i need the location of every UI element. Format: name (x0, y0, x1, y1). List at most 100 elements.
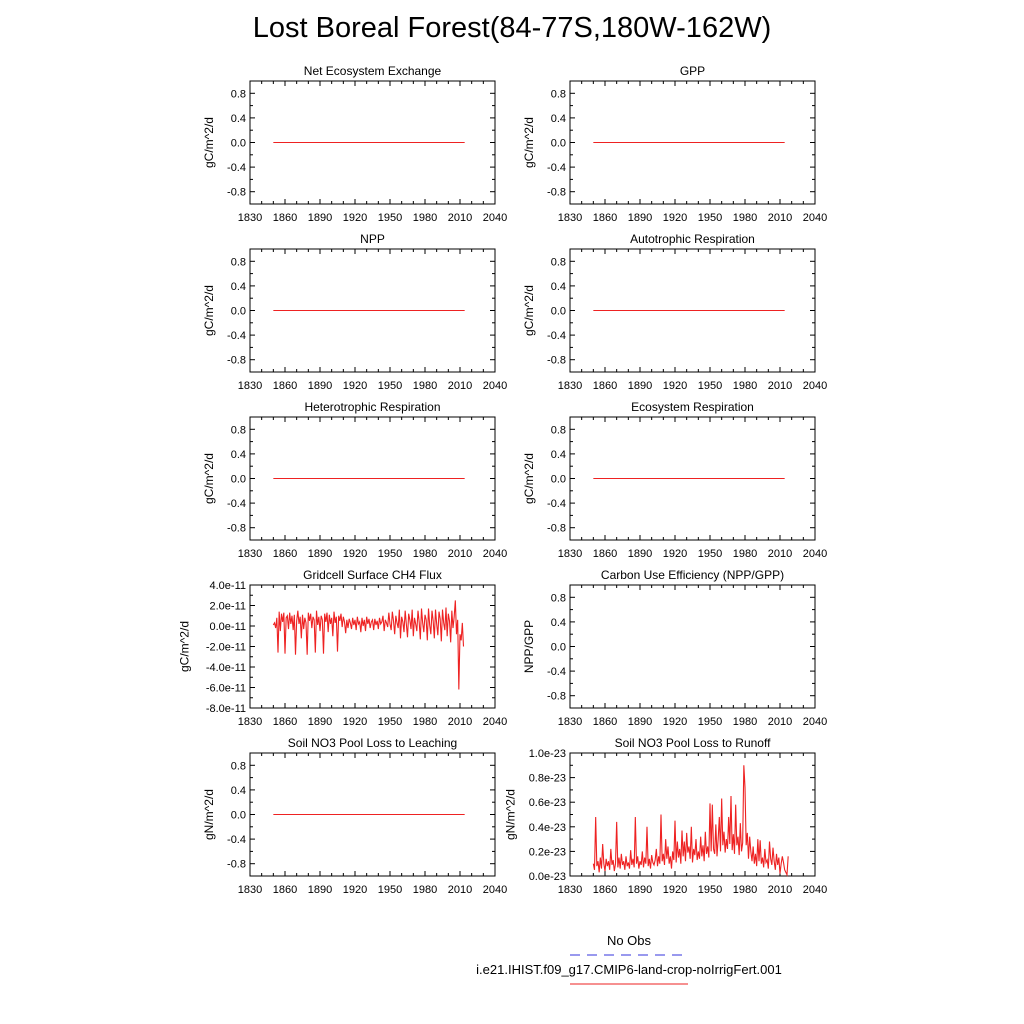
x-tick-label: 1950 (378, 380, 402, 392)
y-tick-label: 0.4e-23 (529, 822, 566, 834)
subplot-title: Net Ecosystem Exchange (304, 64, 442, 78)
y-tick-label: 4.0e-11 (210, 580, 247, 592)
x-tick-label: 2010 (768, 884, 792, 896)
x-tick-label: 1890 (628, 380, 652, 392)
y-tick-label: -0.8 (227, 355, 246, 367)
x-tick-label: 1980 (413, 380, 437, 392)
y-axis-label: gN/m^2/d (202, 789, 216, 840)
x-tick-label: 1920 (663, 548, 687, 560)
x-tick-label: 1980 (733, 380, 757, 392)
x-tick-label: 1830 (558, 212, 582, 224)
y-axis-label: gC/m^2/d (202, 285, 216, 336)
subplot-title: Ecosystem Respiration (631, 400, 754, 414)
y-tick-label: -0.4 (547, 162, 566, 174)
y-tick-label: 0.8 (551, 592, 566, 604)
x-tick-label: 2010 (448, 212, 472, 224)
y-tick-label: 0.0 (551, 306, 566, 318)
x-tick-label: 1950 (378, 212, 402, 224)
x-tick-label: 1920 (663, 380, 687, 392)
y-tick-label: 0.8 (551, 88, 566, 100)
y-tick-label: 2.0e-11 (210, 601, 247, 613)
y-axis-label: gC/m^2/d (202, 453, 216, 504)
x-tick-label: 1860 (273, 884, 297, 896)
x-tick-label: 1890 (628, 548, 652, 560)
x-tick-label: 2040 (803, 884, 827, 896)
y-tick-label: 1.0e-23 (529, 748, 566, 760)
x-tick-label: 1890 (628, 884, 652, 896)
x-tick-label: 1830 (238, 548, 262, 560)
x-tick-label: 1830 (238, 212, 262, 224)
x-tick-label: 2040 (803, 212, 827, 224)
x-tick-label: 2040 (803, 548, 827, 560)
y-tick-label: 0.8 (231, 256, 246, 268)
x-tick-label: 1830 (238, 884, 262, 896)
subplot-title: GPP (680, 64, 705, 78)
y-axis-label: gC/m^2/d (177, 621, 191, 672)
y-tick-label: 0.4 (551, 281, 566, 293)
subplot-title: NPP (360, 232, 385, 246)
y-tick-label: 0.0e-11 (210, 621, 247, 633)
x-tick-label: 1950 (698, 716, 722, 728)
y-tick-label: 0.0 (551, 474, 566, 486)
x-tick-label: 2040 (483, 716, 507, 728)
y-axis-label: gC/m^2/d (522, 285, 536, 336)
x-tick-label: 1860 (273, 212, 297, 224)
y-tick-label: -0.4 (547, 498, 566, 510)
y-tick-label: 0.0 (231, 810, 246, 822)
y-axis-label: gC/m^2/d (522, 453, 536, 504)
y-axis-label: gN/m^2/d (504, 789, 518, 840)
x-tick-label: 1890 (308, 380, 332, 392)
y-tick-label: -2.0e-11 (206, 642, 246, 654)
x-tick-label: 1980 (413, 548, 437, 560)
y-tick-label: -0.8 (547, 523, 566, 535)
y-tick-label: 0.4 (231, 281, 246, 293)
figure-title: Lost Boreal Forest(84-77S,180W-162W) (252, 12, 772, 44)
x-tick-label: 1950 (378, 716, 402, 728)
y-tick-label: 0.8e-23 (529, 773, 566, 785)
y-tick-label: 0.0 (231, 306, 246, 318)
x-tick-label: 1860 (593, 716, 617, 728)
y-tick-label: 0.4 (231, 113, 246, 125)
y-tick-label: 0.0 (551, 642, 566, 654)
y-tick-label: 0.0 (231, 138, 246, 150)
y-tick-label: -0.8 (227, 523, 246, 535)
y-tick-label: 0.4 (231, 449, 246, 461)
x-tick-label: 1860 (593, 548, 617, 560)
x-tick-label: 1890 (628, 716, 652, 728)
y-tick-label: -0.8 (547, 187, 566, 199)
x-tick-label: 2010 (768, 716, 792, 728)
x-tick-label: 2040 (803, 716, 827, 728)
y-tick-label: -0.8 (547, 355, 566, 367)
x-tick-label: 1920 (343, 380, 367, 392)
x-tick-label: 1920 (663, 716, 687, 728)
x-tick-label: 1890 (308, 716, 332, 728)
x-tick-label: 1890 (308, 212, 332, 224)
x-tick-label: 1950 (378, 884, 402, 896)
y-tick-label: 0.8 (551, 424, 566, 436)
y-tick-label: -0.4 (227, 330, 246, 342)
x-tick-label: 1830 (558, 380, 582, 392)
x-tick-label: 1920 (343, 212, 367, 224)
x-tick-label: 1980 (413, 212, 437, 224)
x-tick-label: 1950 (698, 380, 722, 392)
x-tick-label: 1860 (593, 212, 617, 224)
x-tick-label: 1950 (698, 884, 722, 896)
legend-label-model-run: i.e21.IHIST.f09_g17.CMIP6-land-crop-noIr… (476, 962, 782, 977)
y-tick-label: 0.0 (551, 138, 566, 150)
x-tick-label: 1830 (558, 548, 582, 560)
y-tick-label: -0.4 (547, 666, 566, 678)
x-tick-label: 1920 (663, 884, 687, 896)
y-tick-label: -0.4 (227, 162, 246, 174)
x-tick-label: 2040 (483, 548, 507, 560)
y-tick-label: -6.0e-11 (206, 683, 246, 695)
y-tick-label: 0.6e-23 (529, 797, 566, 809)
data-series-line (272, 600, 465, 690)
y-tick-label: 0.4 (551, 449, 566, 461)
y-axis-label: gC/m^2/d (202, 117, 216, 168)
y-tick-label: -0.4 (227, 498, 246, 510)
subplot-1: Net Ecosystem Exchange 1830 1860 1890 1920 19… (202, 64, 507, 224)
y-tick-label: 0.4 (551, 617, 566, 629)
x-tick-label: 1860 (273, 380, 297, 392)
